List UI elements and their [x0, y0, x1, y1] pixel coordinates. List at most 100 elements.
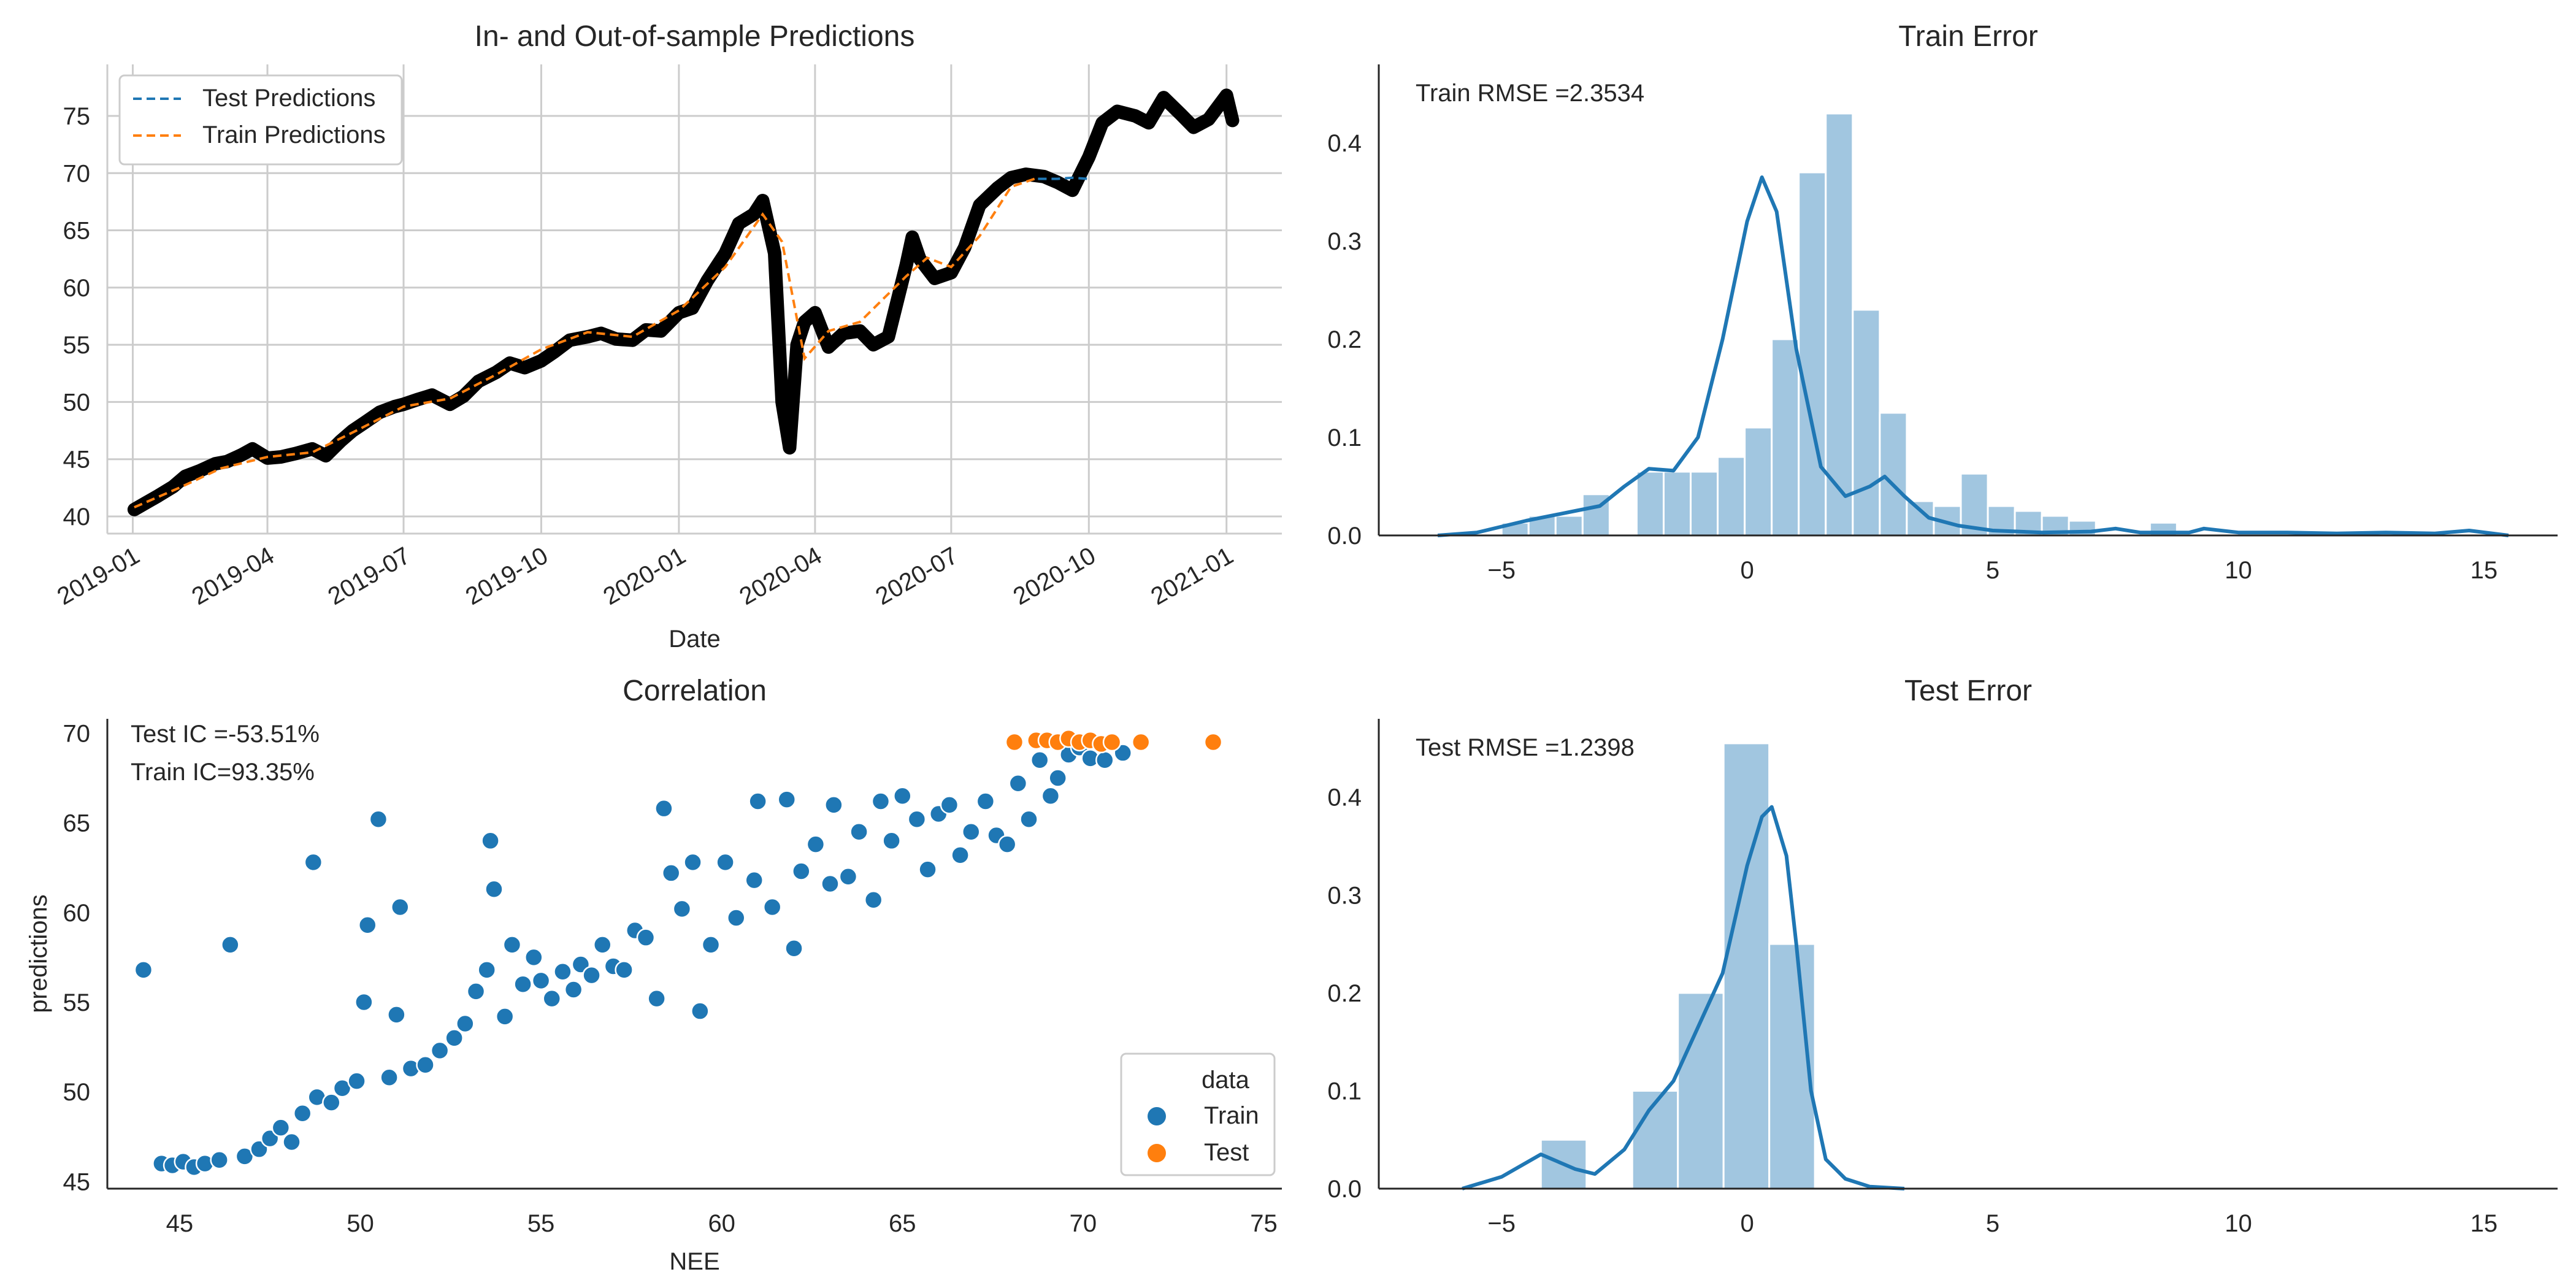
x-axis-label: NEE: [669, 1248, 719, 1275]
histogram-bar: [1717, 456, 1746, 537]
y-tick-label: 55: [63, 989, 91, 1016]
scatter-point-train: [951, 845, 970, 865]
legend-label: Train: [1204, 1102, 1259, 1129]
scatter-point-train: [293, 1103, 312, 1123]
x-tick-label: 75: [1250, 1210, 1278, 1237]
x-tick-label: 0: [1741, 557, 1754, 584]
y-tick-label: 50: [63, 389, 91, 416]
histogram-bar: [1771, 338, 1800, 537]
scatter-point-train: [1030, 750, 1049, 770]
histogram-bar: [1662, 470, 1692, 537]
x-tick-label: 65: [889, 1210, 916, 1237]
x-tick-label: 55: [527, 1210, 555, 1237]
scatter-point-train: [940, 795, 959, 815]
kde-line: [1462, 805, 1905, 1190]
scatter-point-train: [271, 1118, 291, 1137]
legend-title: data: [1202, 1067, 1250, 1094]
histogram-bar: [1690, 470, 1719, 537]
y-tick-label: 40: [63, 504, 91, 531]
histogram-bar: [1798, 171, 1827, 537]
y-tick-label: 0.4: [1327, 784, 1362, 811]
panel-train-error: 0.0 0.1 0.2 0.3 0.4 −5 0 5 10 15 Train Error Train …: [1327, 20, 2558, 584]
scatter-point-train: [661, 864, 681, 883]
x-tick-label: 5: [1986, 1210, 1999, 1237]
x-axis-label: Date: [669, 626, 721, 653]
x-tick-label: 15: [2471, 1210, 2498, 1237]
x-tick-label: 10: [2225, 1210, 2252, 1237]
scatter-point-train: [282, 1132, 301, 1152]
scatter-point-train: [481, 831, 500, 851]
scatter-point-train: [647, 989, 666, 1008]
rmse-annotation: Train RMSE =2.3534: [1416, 80, 1644, 107]
histogram-bar: [1635, 470, 1665, 537]
scatter-point-train: [380, 1068, 399, 1087]
panel-test-error: 0.0 0.1 0.2 0.3 0.4 −5 0 5 10 15 Test Error Test RM…: [1327, 675, 2558, 1237]
y-tick-label: 50: [63, 1079, 91, 1106]
scatter-point-train: [871, 792, 891, 811]
scatter-point-train: [838, 867, 858, 886]
chart-title: Test Error: [1904, 675, 2032, 707]
y-tick-label: 0.2: [1327, 326, 1362, 353]
scatter-point-train: [918, 860, 937, 879]
chart-title: In- and Out-of-sample Predictions: [475, 20, 915, 53]
y-tick-label: 0.0: [1327, 523, 1362, 550]
x-tick-label: 10: [2225, 557, 2252, 584]
y-tick-label: 55: [63, 332, 91, 359]
scatter-point-train: [1008, 774, 1028, 793]
x-tick-label: 45: [166, 1210, 194, 1237]
scatter-point-train: [355, 992, 374, 1012]
y-tick-label: 0.0: [1327, 1176, 1362, 1203]
scatter-point-test: [1102, 732, 1122, 752]
y-tick-label: 0.1: [1327, 1078, 1362, 1105]
scatter-point-train: [456, 1014, 475, 1033]
scatter-point-train: [745, 870, 764, 890]
histogram-bar: [1852, 309, 1881, 537]
scatter-point-train: [524, 948, 543, 967]
y-tick-label: 45: [63, 447, 91, 473]
scatter-point-train: [636, 928, 656, 947]
series-line-test: [1038, 176, 1088, 180]
histogram-bar: [1825, 112, 1854, 537]
x-tick-label: −5: [1487, 557, 1516, 584]
scatter-point-train: [864, 891, 883, 910]
scatter-point-train: [727, 908, 746, 927]
scatter-point-train: [777, 790, 797, 809]
scatter-point-train: [824, 795, 843, 815]
y-tick-label: 65: [63, 218, 91, 245]
x-tick-label: 50: [347, 1210, 374, 1237]
scatter-point-train: [564, 980, 583, 999]
scatter-point-train: [654, 799, 673, 818]
x-tick-label: 0: [1741, 1210, 1754, 1237]
scatter-point-train: [849, 822, 868, 841]
legend-marker: [1148, 1107, 1166, 1125]
legend-label: Test: [1204, 1139, 1249, 1166]
scatter-point-train: [762, 897, 782, 917]
scatter-point-train: [748, 792, 767, 811]
x-tick-label: 60: [708, 1210, 735, 1237]
scatter-point-train: [806, 835, 826, 854]
legend-marker: [1148, 1144, 1166, 1162]
scatter-point-train: [701, 935, 721, 954]
y-tick-label: 60: [63, 275, 91, 302]
y-tick-label: 45: [63, 1168, 91, 1195]
kde-line: [1437, 175, 2509, 537]
scatter-point-train: [882, 831, 901, 851]
scatter-point-train: [1095, 750, 1114, 770]
y-axis-label: predictions: [25, 894, 52, 1013]
scatter-point-train: [907, 810, 927, 829]
scatter-point-train: [369, 810, 388, 829]
scatter-point-train: [1041, 786, 1060, 805]
scatter-point-train: [466, 982, 486, 1001]
scatter-point-train: [792, 862, 811, 881]
scatter-point-train: [322, 1093, 341, 1112]
scatter-point-train: [976, 792, 995, 811]
legend-box: [118, 74, 403, 166]
rmse-annotation: Test RMSE =1.2398: [1416, 734, 1635, 761]
x-tick-label: 70: [1070, 1210, 1097, 1237]
y-tick-label: 70: [63, 160, 91, 187]
x-tick-label: −5: [1487, 1210, 1516, 1237]
x-tick-label: 5: [1986, 557, 1999, 584]
scatter-point-train: [502, 935, 522, 954]
y-tick-label: 75: [63, 103, 91, 130]
